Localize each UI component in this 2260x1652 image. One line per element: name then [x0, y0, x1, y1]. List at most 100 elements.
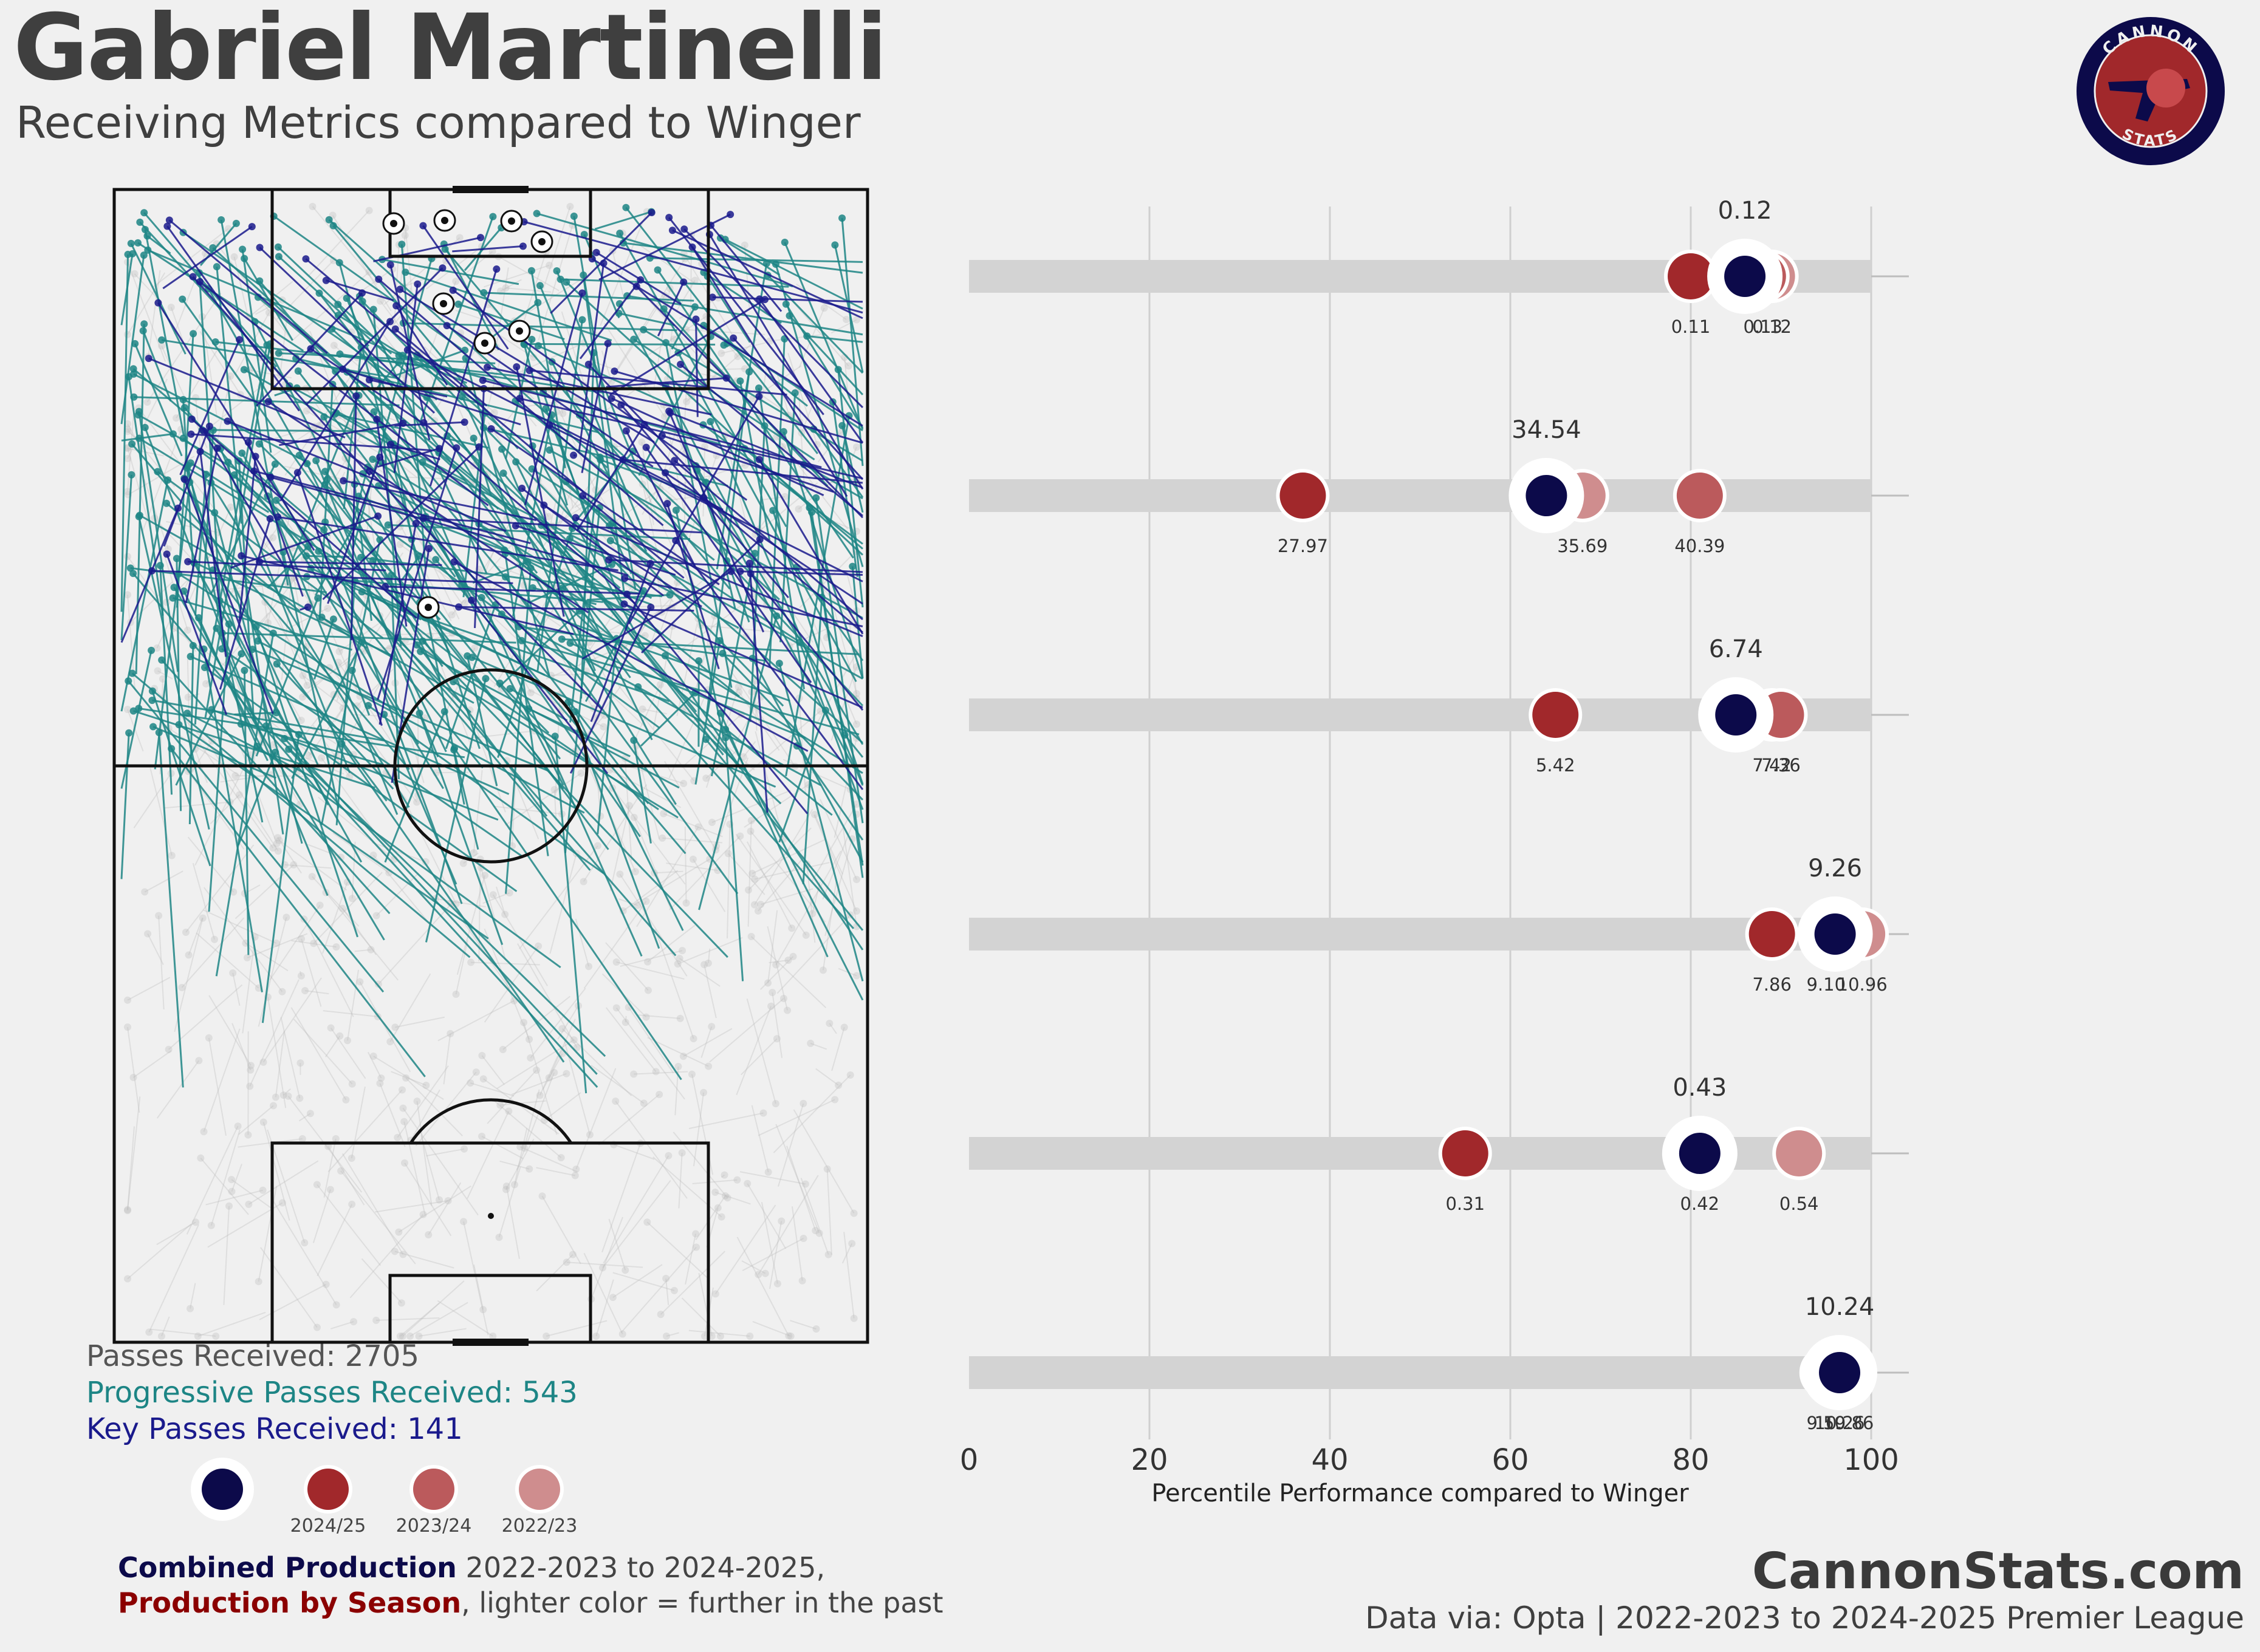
pass-end-dot [468, 596, 476, 604]
pass-end-dot [848, 1240, 856, 1248]
pass-end-dot [309, 203, 317, 210]
pass-end-dot [527, 689, 535, 697]
pass-end-dot [140, 209, 148, 217]
pass-line [679, 958, 721, 987]
pass-end-dot [578, 316, 586, 324]
pass-end-dot [314, 594, 322, 602]
pass-end-dot [274, 243, 282, 251]
pass-end-dot [271, 460, 279, 468]
pass-line [708, 234, 864, 490]
pass-line [157, 302, 315, 551]
pass-end-dot [326, 1186, 334, 1193]
combined-value: 0.43 [1673, 1074, 1727, 1102]
pass-end-dot [747, 933, 755, 941]
pass-line [515, 366, 565, 617]
pass-end-dot [692, 315, 700, 323]
pass-end-dot [375, 275, 383, 283]
pass-line [461, 396, 596, 675]
pass-end-dot [372, 912, 380, 920]
pass-line [616, 961, 685, 980]
pass-end-dot [608, 394, 615, 402]
legend-2023-dot [413, 1469, 454, 1510]
pass-line [676, 280, 696, 312]
pass-line [394, 244, 400, 324]
pass-line [790, 1320, 817, 1330]
pass-line [626, 593, 809, 814]
pass-end-dot [665, 407, 673, 415]
pass-end-dot [402, 1074, 410, 1082]
pass-line [426, 397, 629, 658]
pass-line [594, 211, 652, 230]
pass-line [798, 389, 806, 490]
pass-line [378, 523, 417, 725]
pass-end-dot [398, 241, 406, 248]
pass-end-dot [336, 1032, 344, 1040]
pass-line [196, 932, 259, 989]
pass-end-dot [755, 384, 762, 392]
pass-end-dot [558, 1025, 566, 1032]
pass-end-dot [570, 1036, 578, 1044]
pass-line [148, 1224, 199, 1333]
pass-end-dot [640, 421, 648, 429]
pass-line [196, 739, 274, 848]
pass-end-dot [477, 864, 485, 872]
pass-end-dot [467, 1079, 474, 1087]
pass-line [373, 1056, 444, 1100]
pass-line [609, 805, 630, 892]
pass-line [524, 1089, 540, 1149]
pass-end-dot [711, 1189, 719, 1196]
pass-end-dot [640, 326, 648, 333]
pass-line [722, 652, 864, 800]
pass-end-dot [274, 847, 282, 855]
pass-end-dot [455, 603, 463, 611]
pass-line [696, 469, 854, 766]
pass-line [516, 1072, 555, 1170]
pass-line [484, 946, 539, 1023]
pass-end-dot [460, 1218, 468, 1226]
season-value: 7.42 [1752, 755, 1792, 776]
pass-end-dot [246, 1082, 254, 1090]
pass-end-dot [550, 1069, 558, 1077]
pass-line [834, 609, 857, 694]
pass-end-dot [284, 1092, 292, 1100]
pass-end-dot [382, 582, 389, 590]
pass-end-dot [301, 987, 309, 995]
x-tick-label: 60 [1491, 1443, 1529, 1477]
pass-end-dot [700, 1088, 708, 1096]
pass-line [740, 570, 863, 576]
pass-line [767, 910, 778, 983]
pass-end-dot [441, 245, 449, 253]
pass-end-dot [677, 360, 685, 368]
pass-end-dot [741, 241, 748, 249]
pass-line [350, 395, 357, 641]
pass-line [710, 224, 782, 312]
pass-line [741, 1038, 778, 1076]
pass-end-dot [798, 1277, 806, 1285]
season-dot [1748, 911, 1795, 957]
pass-end-dot [823, 1165, 831, 1173]
pass-end-dot [606, 537, 614, 545]
pass-line [258, 917, 287, 1027]
pass-line [318, 550, 468, 668]
pass-line [354, 949, 371, 952]
data-source: Data via: Opta | 2022-2023 to 2024-2025 … [1365, 1600, 2244, 1636]
pass-line [351, 1086, 366, 1159]
season-dot [1668, 253, 1714, 299]
season-value: 7.36 [1761, 755, 1801, 776]
pass-end-dot [124, 1023, 131, 1031]
pass-line [493, 1100, 562, 1158]
pass-line [346, 298, 470, 591]
pass-end-dot [631, 868, 639, 876]
pass-end-dot [294, 367, 302, 375]
pass-line [487, 366, 712, 415]
pass-line [416, 644, 659, 810]
pass-line [327, 1089, 403, 1173]
pass-end-dot [630, 1070, 638, 1078]
pass-end-dot [398, 1086, 406, 1094]
x-tick-label: 100 [1843, 1443, 1899, 1477]
pass-end-dot [247, 1066, 255, 1074]
pass-end-dot [189, 273, 197, 281]
pass-line [310, 347, 424, 425]
pass-line [322, 446, 480, 601]
pass-end-dot [521, 1144, 529, 1152]
